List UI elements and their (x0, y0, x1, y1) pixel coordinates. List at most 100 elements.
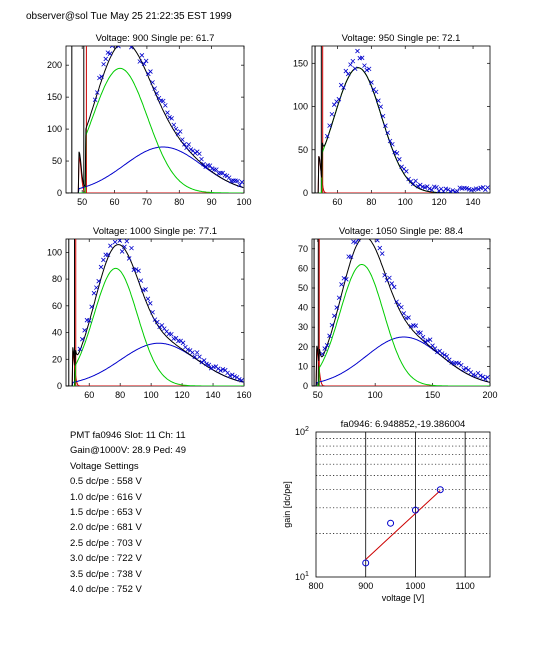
data-point (154, 91, 160, 96)
data-point (77, 346, 83, 352)
data-point (413, 178, 418, 184)
x-tick-label: 100 (236, 197, 251, 207)
data-point (392, 149, 397, 155)
setting-item: 1.5 dc/pe : 653 V (70, 507, 142, 519)
data-point (137, 59, 143, 64)
gain-fit-line (365, 490, 441, 560)
data-point (133, 267, 139, 272)
plot-title: Voltage: 900 Single pe: 61.7 (96, 33, 215, 44)
y-tick-label: 0 (303, 188, 308, 198)
data-point (404, 169, 409, 174)
data-point (427, 186, 432, 191)
y-tick-base: 10 (295, 572, 305, 582)
y-tick-label: 0 (303, 381, 308, 391)
data-point (350, 58, 356, 64)
data-point (203, 164, 209, 169)
data-point (152, 86, 157, 91)
y-tick-exponent: 2 (305, 426, 309, 433)
plot-frame (65, 45, 245, 194)
data-point (150, 309, 155, 315)
data-point (435, 349, 440, 355)
y-tick-label: 40 (52, 328, 62, 338)
setting-item: 1.0 dc/pe : 616 V (70, 491, 142, 503)
data-point (157, 324, 162, 330)
histogram-plot-1: Voltage: 900 Single pe: 61.7 50 60 70 80 90 10… (47, 23, 252, 207)
data-point (239, 378, 244, 383)
y-tick-label: 40 (298, 303, 308, 313)
data-point (124, 239, 130, 244)
data-point (418, 330, 423, 336)
data-point (458, 362, 464, 368)
data-point (226, 175, 232, 180)
gain-point (387, 519, 395, 527)
y-tick-label: 60 (52, 301, 62, 311)
data-point (139, 53, 145, 58)
data-point (369, 80, 374, 85)
data-point (485, 185, 490, 190)
data-point (408, 324, 414, 329)
data-point (119, 249, 125, 254)
data-point (362, 63, 367, 68)
y-tick-label: 50 (298, 283, 308, 293)
y-tick-label: 100 (47, 124, 62, 134)
data-point (136, 268, 141, 274)
y-tick-label: 200 (47, 60, 62, 70)
data-point (324, 343, 330, 348)
y-tick-label: 50 (52, 156, 62, 166)
data-point (334, 305, 339, 310)
data-point (98, 264, 104, 270)
data-point (413, 323, 419, 328)
data-point (377, 245, 383, 251)
x-tick-label: 100 (368, 390, 383, 400)
settings-title: Voltage Settings (70, 460, 139, 472)
y-tick-label: 0 (57, 381, 62, 391)
x-tick-label: 60 (332, 197, 342, 207)
x-tick-label: 70 (142, 197, 152, 207)
y-tick-base: 10 (295, 427, 305, 437)
x-tick-label: 80 (115, 390, 125, 400)
data-point (214, 167, 219, 172)
data-point (391, 284, 397, 290)
data-point (383, 123, 388, 128)
data-point (394, 151, 400, 156)
plot-frame (65, 238, 245, 387)
data-point (101, 257, 106, 263)
data-point (141, 61, 147, 67)
data-point (385, 130, 390, 136)
data-point (379, 251, 385, 256)
data-point (448, 189, 453, 193)
data-point (450, 188, 456, 193)
data-point (116, 46, 121, 49)
data-point (434, 184, 439, 190)
data-point (463, 366, 469, 371)
data-point (341, 275, 347, 281)
y-tick-label: 101 (295, 571, 309, 582)
data-point (94, 285, 99, 290)
data-point (339, 282, 344, 287)
plot-frame (315, 431, 491, 578)
data-point (123, 23, 127, 27)
x-tick-label: 80 (366, 197, 376, 207)
data-point (329, 322, 335, 328)
data-point (204, 361, 209, 367)
x-tick-label: 1100 (455, 581, 474, 591)
data-point (359, 55, 365, 61)
data-point (355, 239, 361, 242)
data-point (345, 71, 351, 77)
data-point (364, 67, 370, 73)
data-point (410, 181, 416, 187)
x-tick-label: 900 (358, 581, 373, 591)
data-point (208, 365, 214, 371)
data-point (378, 104, 384, 110)
data-point (389, 281, 395, 286)
x-tick-label: 100 (144, 390, 159, 400)
data-point (327, 123, 332, 128)
y-tick-label: 30 (298, 322, 308, 332)
x-tick-label: 160 (236, 390, 251, 400)
y-axis-label: gain [dc/pe] (282, 481, 292, 528)
data-point (197, 151, 202, 157)
header-text: observer@sol Tue May 25 21:22:35 EST 199… (26, 11, 232, 22)
plot-title: Voltage: 1000 Single pe: 77.1 (93, 226, 217, 237)
plot-title: fa0946: 6.948852,-19.386004 (341, 419, 466, 430)
